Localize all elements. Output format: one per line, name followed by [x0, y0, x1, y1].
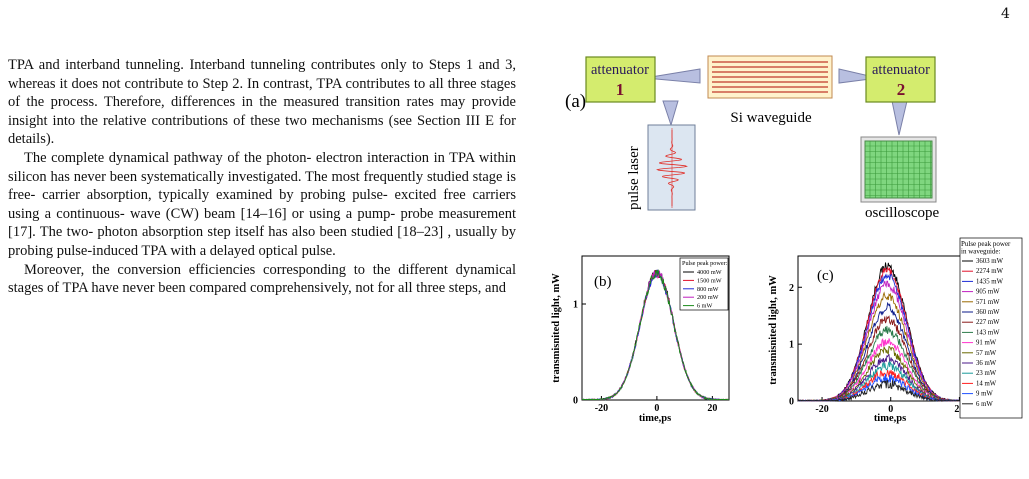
legend-box: [679, 257, 729, 311]
legend-entry: 91 mW: [976, 340, 997, 347]
si-waveguide: Si waveguide: [707, 55, 833, 126]
laser-box: [647, 124, 696, 211]
legend-entry: 360 mW: [976, 309, 1000, 316]
legend-entry: 2274 mW: [976, 268, 1004, 275]
legend-entry: 143 mW: [976, 329, 1000, 336]
y-axis-label: transmisnited light, mW: [551, 273, 562, 383]
setup-diagram: (a) attenuator 1 Si waveguide attenu: [565, 55, 939, 221]
chart-b: transmisnited light, mW time,ps (b) -20 0…: [551, 255, 730, 424]
y-tick-label: 0: [789, 397, 794, 408]
legend-entry: 6 mW: [697, 303, 712, 310]
legend-entry: 571 mW: [976, 299, 1000, 306]
attenuator-box: [585, 56, 656, 103]
legend-entry: 200 mW: [697, 294, 719, 301]
legend-entry: 1500 mW: [697, 277, 722, 284]
pulse-waveform: [656, 128, 688, 208]
x-tick-label: -20: [595, 403, 608, 414]
legend-entry: 227 mW: [976, 319, 1000, 326]
legend-entry: 23 mW: [976, 370, 997, 377]
y-tick-label: 2: [789, 283, 794, 294]
axes: -20 0 20 0 1: [573, 300, 717, 415]
oscilloscope: oscilloscope: [860, 136, 939, 221]
page-number: 4: [1001, 6, 1010, 22]
legend-entry: 800 mW: [697, 286, 719, 293]
panel-label-a: (a): [565, 91, 586, 112]
x-tick-label: -20: [815, 404, 828, 415]
series-line: [797, 379, 980, 402]
x-tick-label: 0: [654, 403, 659, 414]
series-line: [798, 369, 981, 402]
paragraph: TPA and interband tunneling. Interband t…: [8, 57, 516, 148]
y-tick-label: 1: [789, 340, 794, 351]
figure: (a) attenuator 1 Si waveguide attenu: [551, 55, 1023, 424]
plot-frame: [581, 255, 730, 401]
chart-c: transmisnited light, mW time,ps (c) -20 0…: [768, 237, 1023, 424]
beam-connector: [662, 100, 679, 127]
attenuator-number: 1: [616, 80, 625, 99]
y-axis-label: transmisnited light, mW: [768, 275, 779, 385]
x-axis-label: time,ps: [639, 413, 671, 424]
legend-entry: 36 mW: [976, 360, 997, 367]
legend-entry: 6 mW: [976, 401, 993, 408]
legend-entry: 1435 mW: [976, 278, 1004, 285]
series-line: [582, 269, 730, 401]
waveguide-label: Si waveguide: [730, 110, 812, 126]
beam-connector: [644, 68, 701, 84]
beam-connector: [838, 68, 879, 84]
legend-entry: 9 mW: [976, 391, 993, 398]
legend-entry: 57 mW: [976, 350, 997, 357]
legend-entry: 4000 mW: [697, 269, 722, 276]
legend-entry: 3603 mW: [976, 258, 1004, 265]
attenuator-title: attenuator: [591, 62, 649, 78]
attenuator-1: attenuator 1: [585, 56, 656, 103]
y-tick-label: 1: [573, 300, 578, 311]
legend-entry: 14 mW: [976, 380, 997, 387]
legend-box: [959, 237, 1023, 419]
body-text: TPA and interband tunneling. Interband t…: [8, 56, 516, 298]
panel-label-c: (c): [817, 268, 834, 284]
series-lines: [581, 269, 730, 401]
attenuator-title: attenuator: [872, 62, 930, 78]
panel-label-b: (b): [594, 274, 612, 290]
attenuator-number: 2: [897, 80, 906, 99]
scope-label: oscilloscope: [865, 205, 939, 221]
y-tick-label: 0: [573, 396, 578, 407]
attenuator-2: attenuator 2: [865, 56, 936, 103]
scope-screen: [864, 140, 933, 199]
laser-label: pulse laser: [626, 146, 642, 210]
beam-connector: [891, 100, 908, 136]
legend-entry: 905 mW: [976, 289, 1000, 296]
attenuator-box: [865, 56, 936, 103]
waveguide-channels: [712, 61, 828, 93]
series-lines: [797, 262, 981, 402]
x-tick-label: 20: [954, 404, 964, 415]
x-tick-label: 20: [707, 403, 717, 414]
x-tick-label: 0: [888, 404, 893, 415]
legend: Pulse peak power in waveguide: 3603 mW 227…: [959, 237, 1023, 419]
pulse-laser: pulse laser: [626, 124, 696, 211]
x-axis-label: time,ps: [874, 413, 906, 424]
legend-title: Pulse peak power in waveguide:: [961, 240, 1011, 256]
paragraph: The complete dynamical pathway of the ph…: [8, 149, 516, 259]
scope-grid: [865, 141, 932, 198]
legend-title: Pulse peak power:: [682, 260, 728, 267]
paragraph: Moreover, the conversion efficiencies co…: [8, 261, 516, 297]
